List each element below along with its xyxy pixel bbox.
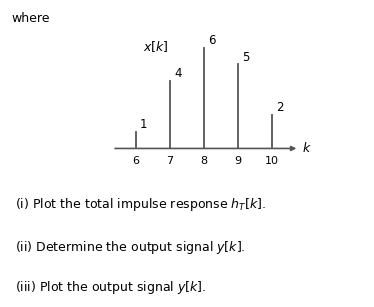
Text: (i) Plot the total impulse response $h_T[k]$.: (i) Plot the total impulse response $h_T… <box>15 196 266 213</box>
Text: 6: 6 <box>208 34 215 47</box>
Text: (ii) Determine the output signal $y[k]$.: (ii) Determine the output signal $y[k]$. <box>15 239 246 256</box>
Text: 5: 5 <box>242 51 249 64</box>
Text: $k$: $k$ <box>302 142 312 155</box>
Text: 4: 4 <box>174 67 182 80</box>
Text: 1: 1 <box>140 118 148 131</box>
Text: where: where <box>11 12 50 25</box>
Text: $x[k]$: $x[k]$ <box>143 39 168 54</box>
Text: 2: 2 <box>276 101 283 114</box>
Text: (iii) Plot the output signal $y[k]$.: (iii) Plot the output signal $y[k]$. <box>15 279 206 296</box>
